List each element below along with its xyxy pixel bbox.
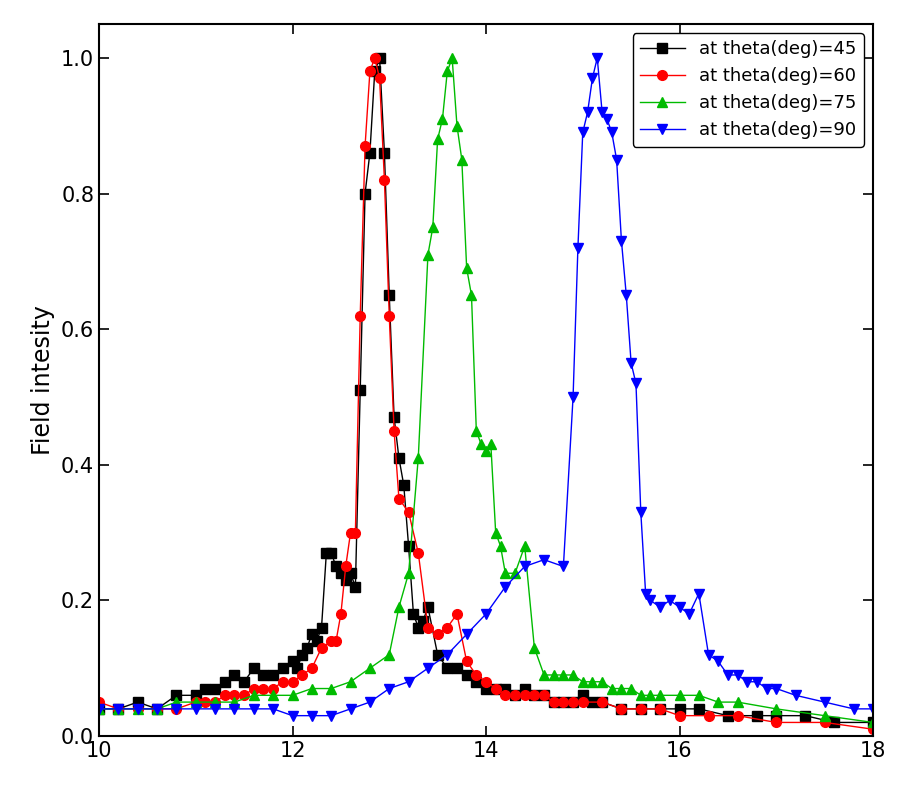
Line: at theta(deg)=75: at theta(deg)=75 — [94, 53, 878, 727]
at theta(deg)=90 — [674, 602, 685, 612]
at theta(deg)=45 — [94, 704, 104, 714]
at theta(deg)=90 — [868, 704, 878, 714]
at theta(deg)=75 — [210, 698, 220, 707]
Line: at theta(deg)=90: at theta(deg)=90 — [94, 53, 878, 721]
at theta(deg)=90 — [132, 704, 143, 714]
at theta(deg)=90 — [210, 704, 220, 714]
at theta(deg)=90 — [403, 677, 414, 686]
at theta(deg)=60 — [369, 53, 380, 62]
at theta(deg)=60 — [819, 718, 830, 727]
Line: at theta(deg)=60: at theta(deg)=60 — [94, 53, 878, 734]
Y-axis label: Field intesity: Field intesity — [32, 305, 55, 455]
at theta(deg)=60 — [306, 663, 317, 673]
at theta(deg)=75 — [446, 53, 457, 62]
Line: at theta(deg)=45: at theta(deg)=45 — [94, 53, 878, 727]
at theta(deg)=60 — [868, 725, 878, 734]
at theta(deg)=90 — [268, 704, 279, 714]
at theta(deg)=75 — [268, 690, 279, 700]
at theta(deg)=90 — [601, 114, 612, 124]
at theta(deg)=45 — [693, 704, 704, 714]
at theta(deg)=60 — [389, 426, 400, 436]
at theta(deg)=45 — [393, 453, 404, 462]
at theta(deg)=60 — [500, 690, 510, 700]
at theta(deg)=60 — [94, 698, 104, 707]
at theta(deg)=75 — [94, 704, 104, 714]
at theta(deg)=60 — [379, 175, 390, 185]
Legend: at theta(deg)=45, at theta(deg)=60, at theta(deg)=75, at theta(deg)=90: at theta(deg)=45, at theta(deg)=60, at t… — [633, 33, 864, 146]
at theta(deg)=75 — [868, 718, 878, 727]
at theta(deg)=45 — [374, 53, 385, 62]
at theta(deg)=45 — [292, 663, 302, 673]
at theta(deg)=90 — [592, 53, 603, 62]
at theta(deg)=75 — [481, 446, 491, 456]
at theta(deg)=45 — [829, 718, 840, 727]
at theta(deg)=90 — [287, 711, 298, 721]
at theta(deg)=45 — [330, 562, 341, 571]
at theta(deg)=45 — [635, 704, 646, 714]
at theta(deg)=60 — [326, 636, 337, 646]
at theta(deg)=75 — [132, 704, 143, 714]
at theta(deg)=45 — [868, 718, 878, 727]
at theta(deg)=75 — [383, 650, 394, 659]
at theta(deg)=75 — [578, 677, 589, 686]
at theta(deg)=45 — [597, 698, 608, 707]
at theta(deg)=90 — [94, 704, 104, 714]
